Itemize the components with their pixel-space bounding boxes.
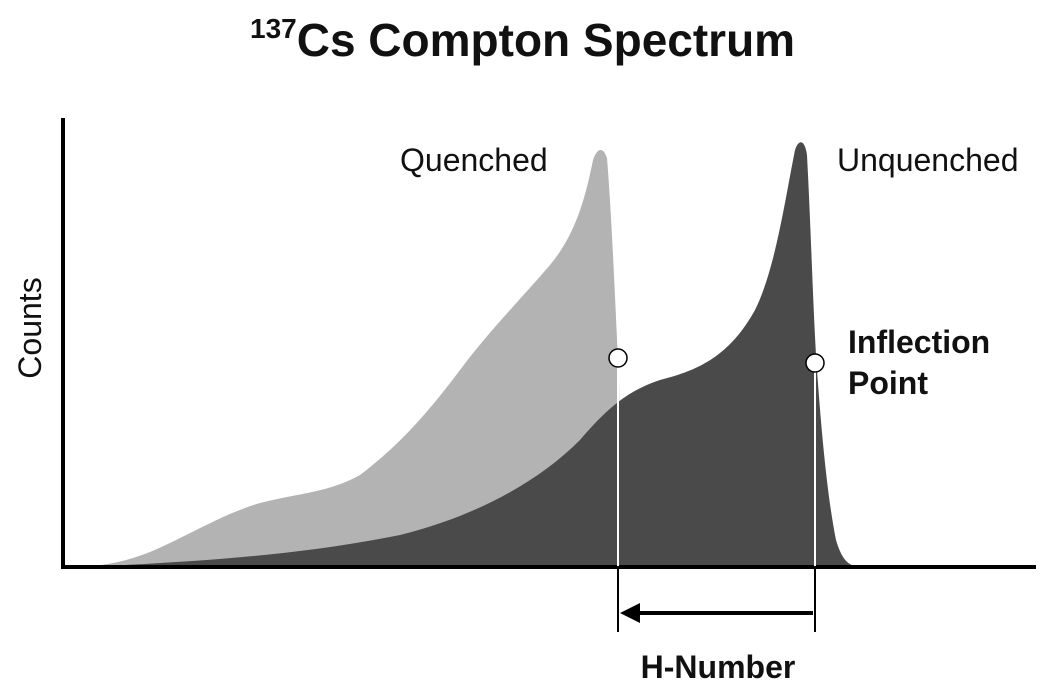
annotation-line: Point bbox=[848, 365, 928, 401]
y-axis-label: Counts bbox=[12, 277, 48, 378]
title: 137Cs Compton Spectrum bbox=[250, 13, 795, 66]
quenched-curve bbox=[80, 149, 622, 567]
inflection-point bbox=[805, 353, 825, 373]
unquenched-label: Unquenched bbox=[837, 142, 1018, 178]
title-text: Cs Compton Spectrum bbox=[297, 14, 795, 66]
inflection-point bbox=[608, 348, 628, 368]
quenched-label: Quenched bbox=[400, 142, 548, 178]
x-label: H-Number bbox=[641, 649, 796, 681]
arrow-head bbox=[620, 603, 640, 623]
title-superscript: 137 bbox=[250, 13, 297, 44]
unquenched-curve bbox=[80, 142, 858, 567]
annotation-line: Inflection bbox=[848, 324, 990, 360]
